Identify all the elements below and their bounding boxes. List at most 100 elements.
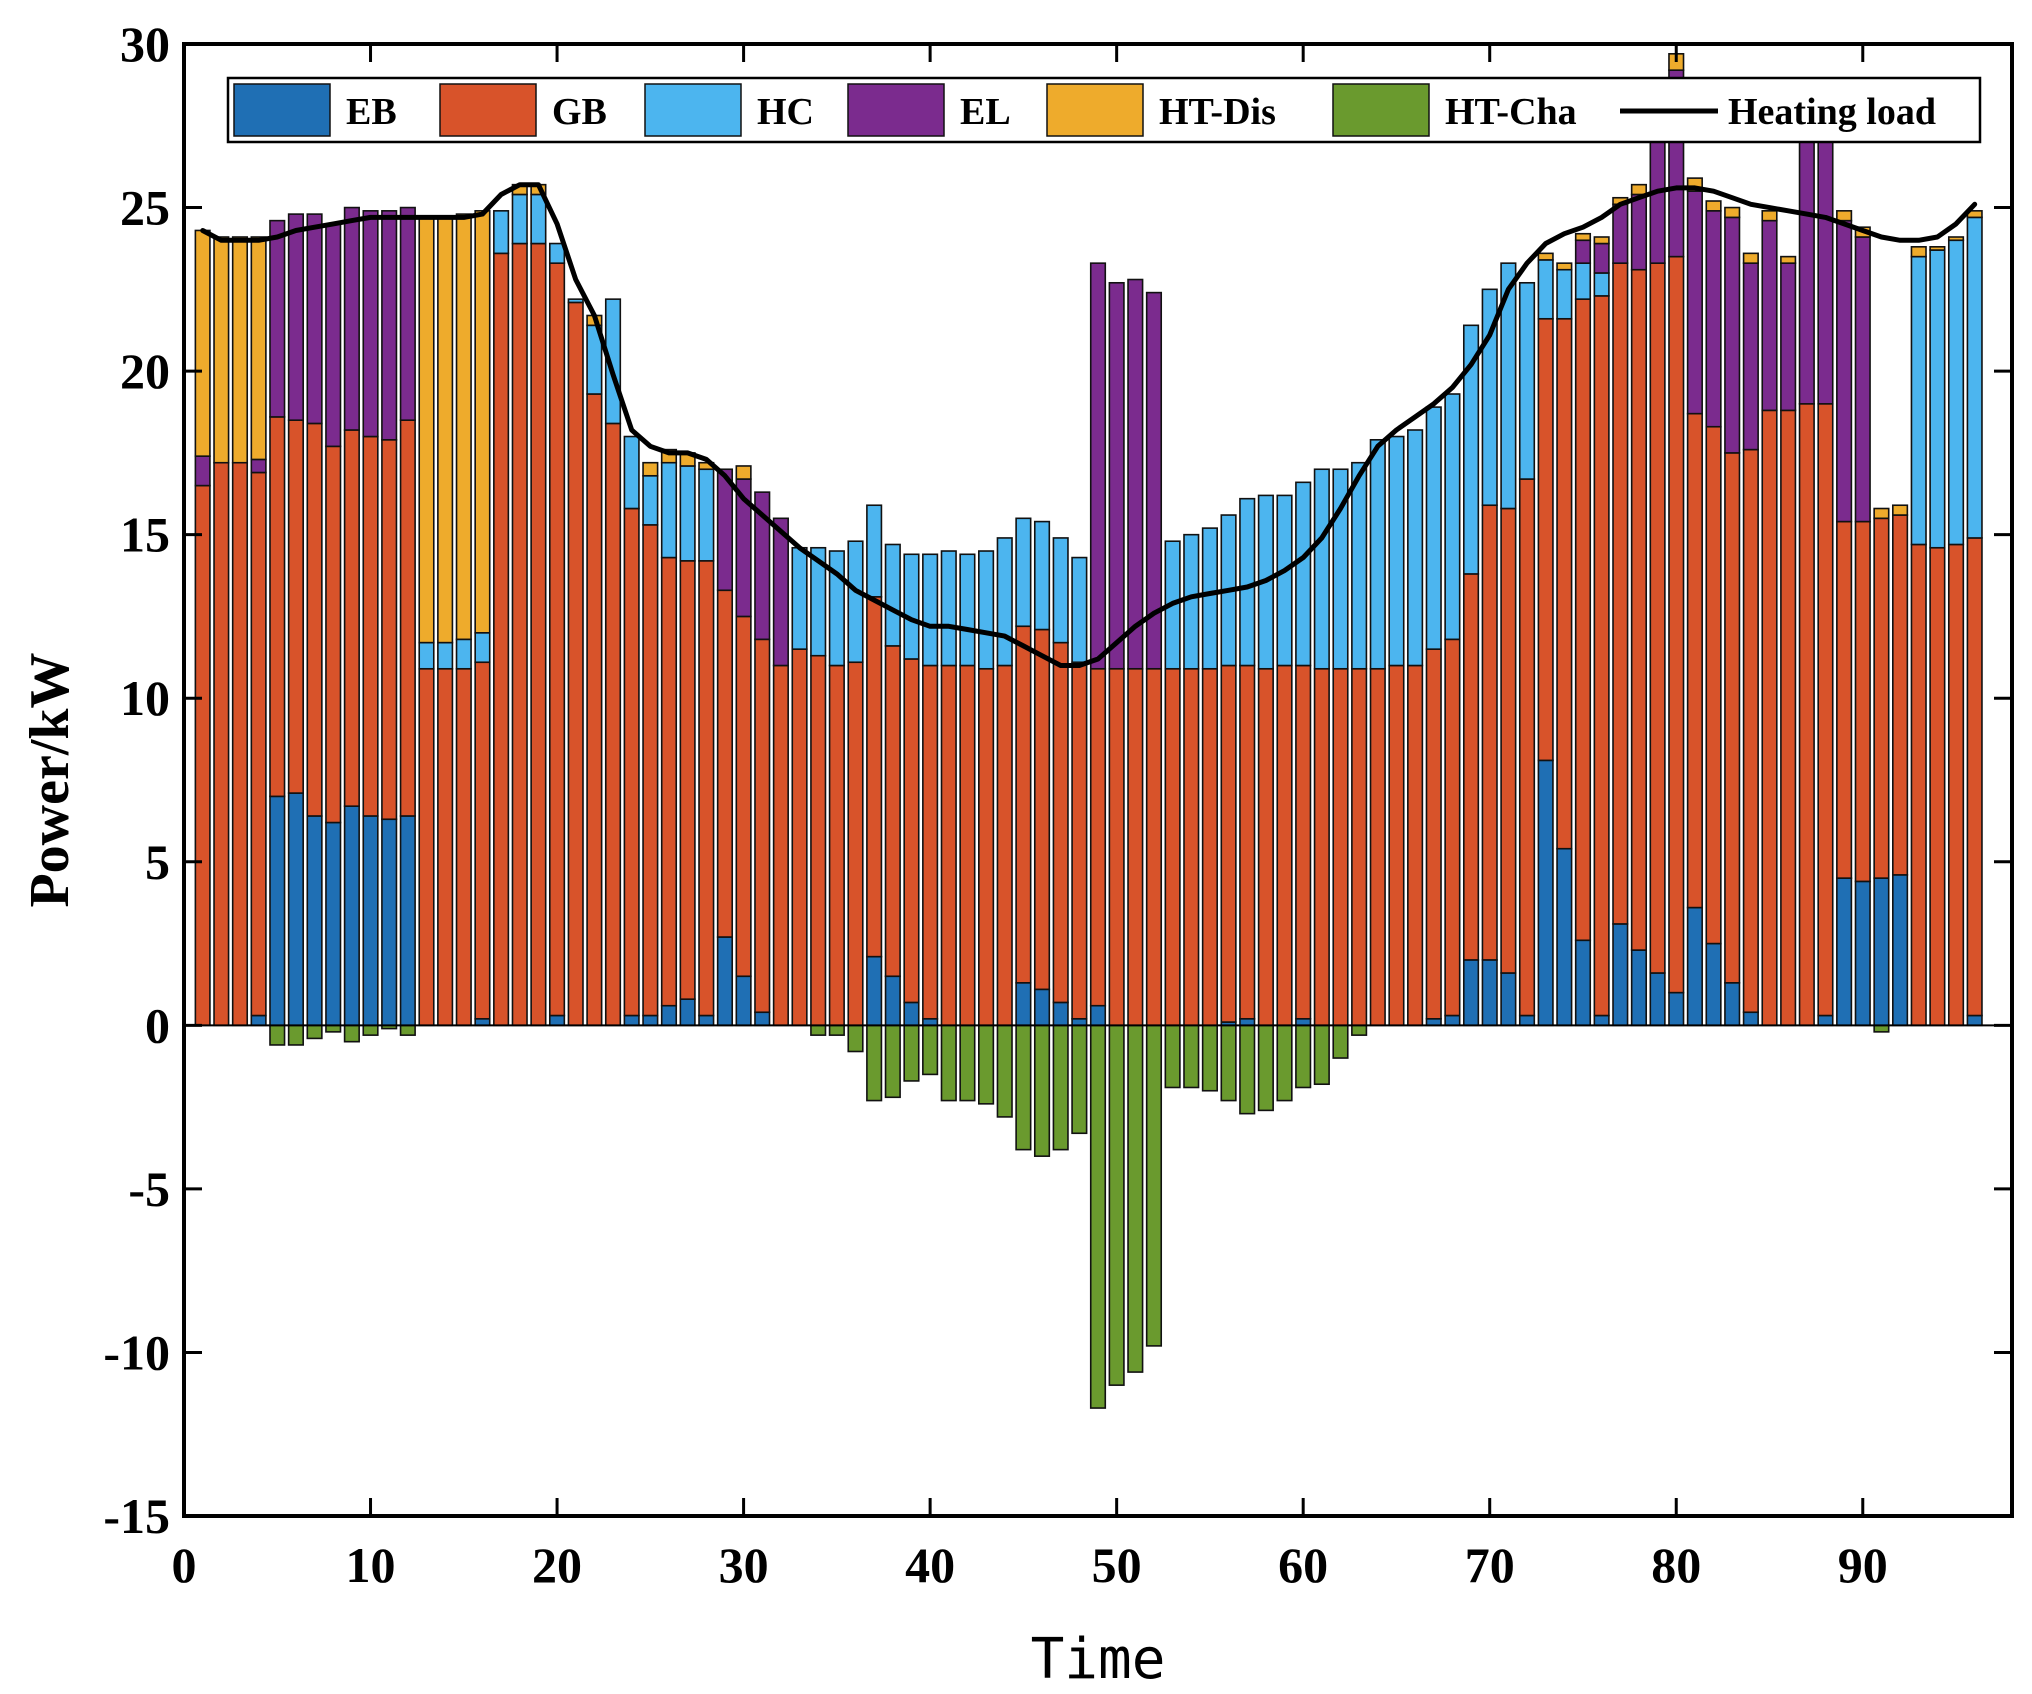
bar-gb-t69 xyxy=(1462,573,1480,961)
bar-el-t82 xyxy=(1705,210,1722,428)
bar-eb-t5 xyxy=(269,795,286,1027)
bar-eb-t39 xyxy=(903,1001,920,1027)
bar-hc-t42 xyxy=(959,553,976,667)
bar-eb-t80 xyxy=(1668,991,1685,1027)
bar-gb-t17 xyxy=(493,252,510,1027)
heating-load-line xyxy=(200,182,1978,668)
bar-gb-t39 xyxy=(903,658,920,1004)
bar-hc-t18 xyxy=(511,193,528,245)
bar-ht-dis-t92 xyxy=(1892,504,1909,516)
bar-gb-t82 xyxy=(1705,425,1722,945)
bar-gb-t13 xyxy=(418,667,435,1027)
bar-ht-dis-t82 xyxy=(1705,200,1722,212)
bar-gb-t21 xyxy=(567,301,584,1027)
bar-eb-t78 xyxy=(1630,949,1648,1027)
bar-gb-t2 xyxy=(213,461,230,1027)
bar-ht-cha-t52 xyxy=(1145,1024,1163,1347)
bar-eb-t77 xyxy=(1612,923,1629,1027)
bar-hc-t43 xyxy=(978,550,995,670)
bar-gb-t15 xyxy=(455,667,472,1027)
bar-el-t85 xyxy=(1761,219,1778,412)
legend-label-ht-cha: HT-Cha xyxy=(1445,91,1577,133)
bar-gb-t70 xyxy=(1481,504,1498,961)
bar-gb-t16 xyxy=(474,661,491,1020)
y-tick-label--5: -5 xyxy=(128,1161,170,1217)
bar-gb-t35 xyxy=(828,664,845,1027)
bar-gb-t37 xyxy=(866,596,883,958)
bar-gb-t73 xyxy=(1537,317,1554,762)
bar-ht-cha-t35 xyxy=(828,1024,845,1036)
bar-gb-t66 xyxy=(1407,664,1424,1027)
bar-hc-t62 xyxy=(1332,468,1349,670)
bar-hc-t36 xyxy=(847,540,864,664)
bar-gb-t34 xyxy=(810,654,827,1027)
bar-el-t77 xyxy=(1612,203,1629,264)
bar-ht-cha-t55 xyxy=(1201,1024,1218,1092)
x-tick-label-20: 20 xyxy=(532,1537,582,1593)
bar-hc-t44 xyxy=(996,537,1013,667)
y-tick-label-20: 20 xyxy=(120,343,170,399)
bar-gb-t20 xyxy=(548,262,566,1017)
bar-ht-dis-t74 xyxy=(1556,262,1573,271)
bar-gb-t62 xyxy=(1332,667,1349,1027)
bar-hc-t45 xyxy=(1015,517,1032,628)
bar-hc-t74 xyxy=(1556,268,1573,320)
bar-el-t1 xyxy=(194,455,211,487)
bar-el-t10 xyxy=(362,210,379,438)
x-tick-label-30: 30 xyxy=(719,1537,769,1593)
bar-gb-t18 xyxy=(511,242,528,1027)
bar-gb-t28 xyxy=(698,560,715,1017)
y-tick-label--15: -15 xyxy=(103,1488,170,1544)
bar-ht-cha-t37 xyxy=(866,1024,883,1102)
bar-gb-t47 xyxy=(1052,641,1069,1004)
bar-eb-t49 xyxy=(1089,1004,1107,1027)
bar-gb-t90 xyxy=(1854,520,1871,883)
bar-ht-cha-t51 xyxy=(1127,1024,1144,1373)
bar-gb-t8 xyxy=(325,445,342,824)
bar-gb-t30 xyxy=(735,615,752,978)
bar-el-t31 xyxy=(754,491,771,641)
bar-el-t4 xyxy=(250,458,267,474)
bar-gb-t53 xyxy=(1164,667,1181,1027)
bar-eb-t76 xyxy=(1593,1014,1610,1027)
bar-gb-t32 xyxy=(772,664,789,1027)
bar-eb-t25 xyxy=(642,1014,659,1027)
bar-ht-dis-t86 xyxy=(1780,255,1797,264)
legend-swatch-ht-dis xyxy=(1046,83,1144,137)
bar-gb-t71 xyxy=(1500,507,1517,974)
legend-label-heating-load: Heating load xyxy=(1728,91,1936,133)
bar-gb-t9 xyxy=(343,429,360,807)
bar-gb-t87 xyxy=(1798,403,1815,1027)
legend-swatch-hc xyxy=(644,83,742,137)
bar-el-t84 xyxy=(1742,262,1759,451)
bar-ht-dis-t16 xyxy=(474,210,491,634)
bar-ht-dis-t30 xyxy=(735,465,752,480)
bar-eb-t7 xyxy=(306,815,323,1027)
bar-ht-dis-t89 xyxy=(1836,210,1853,222)
bar-eb-t84 xyxy=(1742,1011,1759,1027)
bar-ht-cha-t12 xyxy=(399,1024,416,1036)
bar-eb-t96 xyxy=(1966,1014,1983,1027)
bar-eb-t79 xyxy=(1649,972,1666,1027)
bar-hc-t64 xyxy=(1369,438,1386,670)
bar-hc-t21 xyxy=(567,298,584,304)
bar-el-t29 xyxy=(716,468,734,592)
bar-eb-t12 xyxy=(399,815,416,1027)
bar-ht-dis-t3 xyxy=(231,236,249,464)
bar-gb-t38 xyxy=(884,645,901,978)
bar-gb-t78 xyxy=(1630,268,1648,951)
bar-ht-cha-t10 xyxy=(362,1024,379,1036)
bar-hc-t67 xyxy=(1425,406,1442,650)
bar-ht-cha-t59 xyxy=(1276,1024,1293,1102)
bar-hc-t16 xyxy=(474,631,491,664)
bar-gb-t64 xyxy=(1369,667,1386,1027)
bar-gb-t88 xyxy=(1817,403,1834,1017)
bar-gb-t81 xyxy=(1686,412,1703,909)
bar-gb-t95 xyxy=(1947,543,1965,1027)
bar-el-t86 xyxy=(1780,262,1797,412)
bar-gb-t7 xyxy=(306,422,323,817)
bar-eb-t72 xyxy=(1518,1014,1536,1027)
bar-eb-t28 xyxy=(698,1014,715,1027)
bar-hc-t48 xyxy=(1071,556,1088,664)
bar-ht-cha-t48 xyxy=(1071,1024,1088,1135)
